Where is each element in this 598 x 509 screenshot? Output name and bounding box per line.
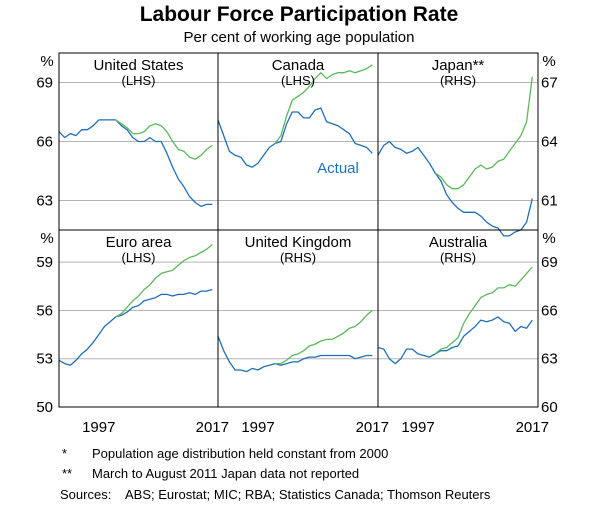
left-tick-row1-66: 66 [36, 134, 53, 151]
left-unit-row2: % [40, 230, 53, 247]
series-japan-actual [377, 140, 533, 237]
panel-axis-side-australia: (RHS) [440, 250, 476, 265]
panel-title-united-kingdom: United Kingdom [245, 234, 352, 251]
panel-axis-side-united-states: (LHS) [122, 73, 156, 88]
panel-title-canada: Canada [272, 57, 325, 74]
gridlines [59, 82, 538, 360]
series-united-states-actual [58, 119, 213, 208]
panel-axis-side-canada: (LHS) [281, 73, 315, 88]
chart-title: Labour Force Participation Rate [140, 3, 459, 26]
left-tick-row2-56: 56 [36, 302, 53, 319]
panel-axis-side-japan: (RHS) [440, 73, 476, 88]
footnote-1-text: Population age distribution held constan… [92, 446, 388, 461]
left-unit-row1: % [40, 53, 53, 70]
right-unit-row1: % [542, 53, 555, 70]
panel-title-united-states: United States [93, 57, 183, 74]
footnote-2-symbol: ** [62, 466, 72, 481]
left-tick-row1-69: 69 [36, 75, 53, 92]
sources-text: ABS; Eurostat; MIC; RBA; Statistics Cana… [125, 487, 491, 502]
panel-axis-side-euro-area: (LHS) [122, 250, 156, 265]
series-euro-area-actual [58, 288, 213, 366]
x-tick-col2-1997: 1997 [241, 419, 274, 436]
series-australia-age-adjusted [434, 266, 533, 355]
right-tick-row2-66: 66 [541, 302, 558, 319]
right-tick-row2-60: 60 [541, 399, 558, 416]
right-tick-row1-64: 64 [541, 134, 558, 151]
left-tick-row2-59: 59 [36, 254, 53, 271]
panel-frames [58, 52, 539, 408]
annotation-actual: Actual [317, 160, 359, 177]
left-tick-row2-53: 53 [36, 351, 53, 368]
x-tick-col2-2017: 2017 [356, 419, 389, 436]
sources-label: Sources: [60, 487, 111, 502]
right-tick-row1-61: 61 [541, 193, 558, 210]
panel-axis-side-united-kingdom: (RHS) [280, 250, 316, 265]
x-tick-col3-1997: 1997 [401, 419, 434, 436]
x-tick-col3-2017: 2017 [516, 419, 549, 436]
left-tick-row2-50: 50 [36, 399, 53, 416]
right-unit-row2: % [542, 230, 555, 247]
series-euro-area-age-adjusted [115, 244, 213, 318]
panel-title-japan: Japan** [432, 57, 485, 74]
x-tick-col1-1997: 1997 [82, 419, 115, 436]
right-tick-row1-67: 67 [541, 75, 558, 92]
left-tick-row1-63: 63 [36, 193, 53, 210]
footnote-1-symbol: * [62, 446, 67, 461]
panel-title-australia: Australia [429, 234, 488, 251]
series-united-kingdom-actual [217, 335, 373, 373]
series-canada-actual [217, 107, 373, 168]
series-japan-age-adjusted [434, 76, 533, 190]
series-united-states-age-adjusted [115, 119, 213, 160]
x-tick-col1-2017: 2017 [196, 419, 229, 436]
chart-subtitle: Per cent of working age population [184, 29, 415, 46]
right-tick-row2-69: 69 [541, 254, 558, 271]
right-tick-row2-63: 63 [541, 351, 558, 368]
series-australia-actual [377, 316, 533, 365]
panel-title-euro-area: Euro area [106, 234, 173, 251]
series-canada-age-adjusted [274, 64, 373, 144]
axis-labels: United States(LHS)Canada(LHS)Japan**(RHS… [36, 53, 557, 436]
series-united-kingdom-age-adjusted [275, 310, 373, 365]
series-lines [58, 64, 533, 373]
footnote-2-text: March to August 2011 Japan data not repo… [92, 466, 359, 481]
